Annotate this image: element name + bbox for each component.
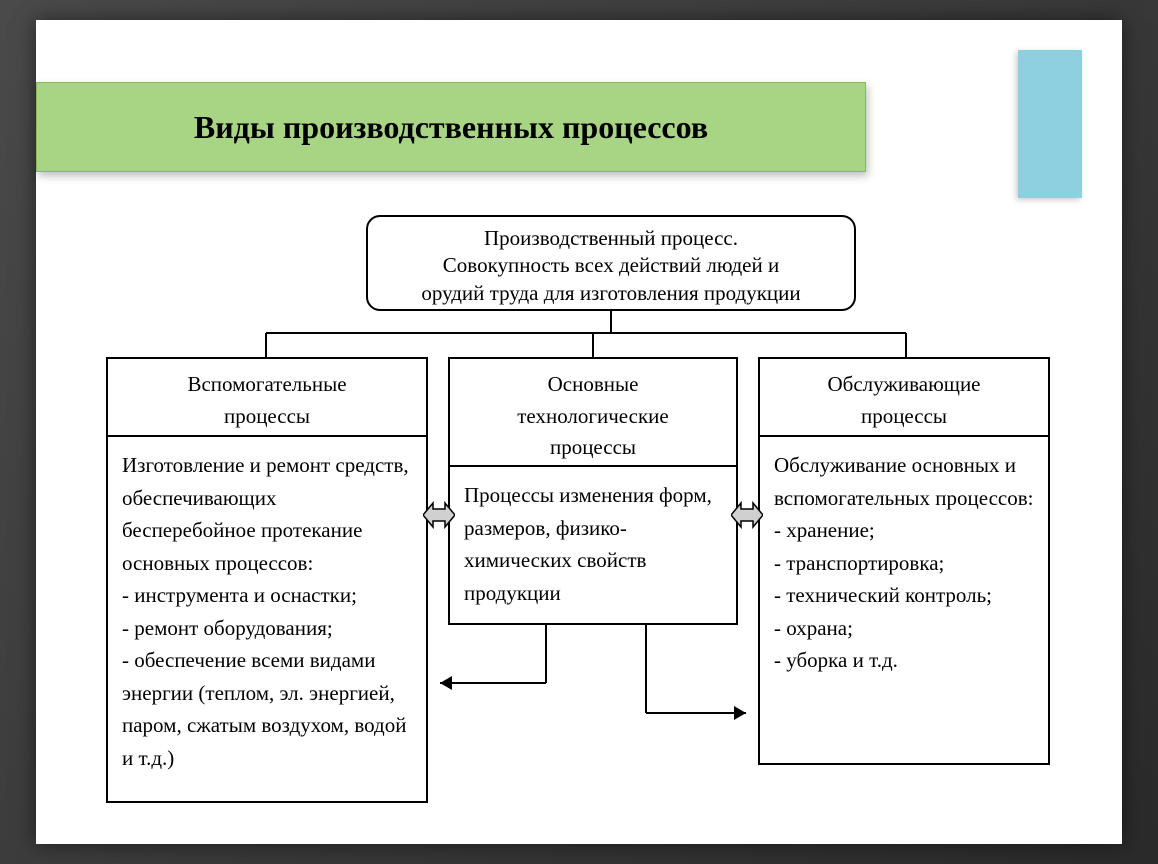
root-line1: Производственный процесс. xyxy=(380,225,842,252)
node-aux-body: Изготовление и ремонт средств, обеспечив… xyxy=(108,437,426,786)
decorative-tab xyxy=(1018,50,1082,198)
slide-title: Виды производственных процессов xyxy=(194,109,708,146)
node-service: Обслуживающие процессы Обслуживание осно… xyxy=(758,357,1050,765)
root-node: Производственный процесс. Совокупность в… xyxy=(366,215,856,311)
diagram: Производственный процесс. Совокупность в… xyxy=(106,215,1106,825)
root-line3: орудий труда для изготовления продукции xyxy=(380,280,842,307)
node-main-body: Процессы изменения форм, размеров, физик… xyxy=(450,467,736,621)
node-main-header: Основные технологические процессы xyxy=(450,359,736,467)
root-line2: Совокупность всех действий людей и xyxy=(380,252,842,279)
arrow-right-icon xyxy=(731,497,763,533)
node-service-header: Обслуживающие процессы xyxy=(760,359,1048,437)
node-aux-header: Вспомогательные процессы xyxy=(108,359,426,437)
node-service-body: Обслуживание основных и вспомогательных … xyxy=(760,437,1048,689)
node-aux: Вспомогательные процессы Изготовление и … xyxy=(106,357,428,803)
arrow-left-icon xyxy=(423,497,455,533)
slide-page: Виды производственных процессов Производ… xyxy=(36,20,1122,844)
node-main: Основные технологические процессы Процес… xyxy=(448,357,738,625)
title-banner: Виды производственных процессов xyxy=(36,82,866,172)
